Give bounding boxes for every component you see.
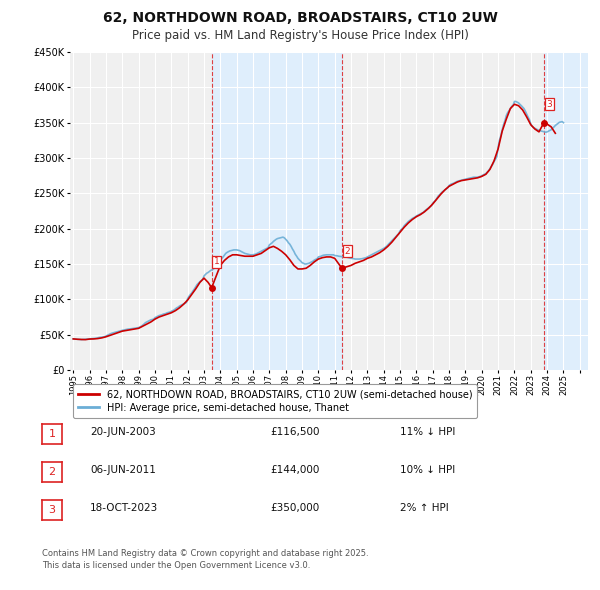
Text: 1: 1 xyxy=(214,257,220,267)
Legend: 62, NORTHDOWN ROAD, BROADSTAIRS, CT10 2UW (semi-detached house), HPI: Average pr: 62, NORTHDOWN ROAD, BROADSTAIRS, CT10 2U… xyxy=(73,384,478,418)
Text: 3: 3 xyxy=(49,505,56,515)
Text: 18-OCT-2023: 18-OCT-2023 xyxy=(90,503,158,513)
Bar xyxy=(212,52,342,370)
Text: Contains HM Land Registry data © Crown copyright and database right 2025.
This d: Contains HM Land Registry data © Crown c… xyxy=(42,549,368,570)
Bar xyxy=(544,52,588,370)
Text: 20-JUN-2003: 20-JUN-2003 xyxy=(90,427,156,437)
Text: 06-JUN-2011: 06-JUN-2011 xyxy=(90,465,156,475)
Text: 11% ↓ HPI: 11% ↓ HPI xyxy=(400,427,455,437)
Text: 2% ↑ HPI: 2% ↑ HPI xyxy=(400,503,449,513)
Text: 10% ↓ HPI: 10% ↓ HPI xyxy=(400,465,455,475)
Text: £144,000: £144,000 xyxy=(270,465,319,475)
Text: 2: 2 xyxy=(49,467,56,477)
Text: 3: 3 xyxy=(547,100,552,109)
Text: 62, NORTHDOWN ROAD, BROADSTAIRS, CT10 2UW: 62, NORTHDOWN ROAD, BROADSTAIRS, CT10 2U… xyxy=(103,11,497,25)
Text: 1: 1 xyxy=(49,429,56,439)
Text: £350,000: £350,000 xyxy=(270,503,319,513)
Text: Price paid vs. HM Land Registry's House Price Index (HPI): Price paid vs. HM Land Registry's House … xyxy=(131,30,469,42)
Text: £116,500: £116,500 xyxy=(270,427,320,437)
Text: 2: 2 xyxy=(344,247,350,255)
